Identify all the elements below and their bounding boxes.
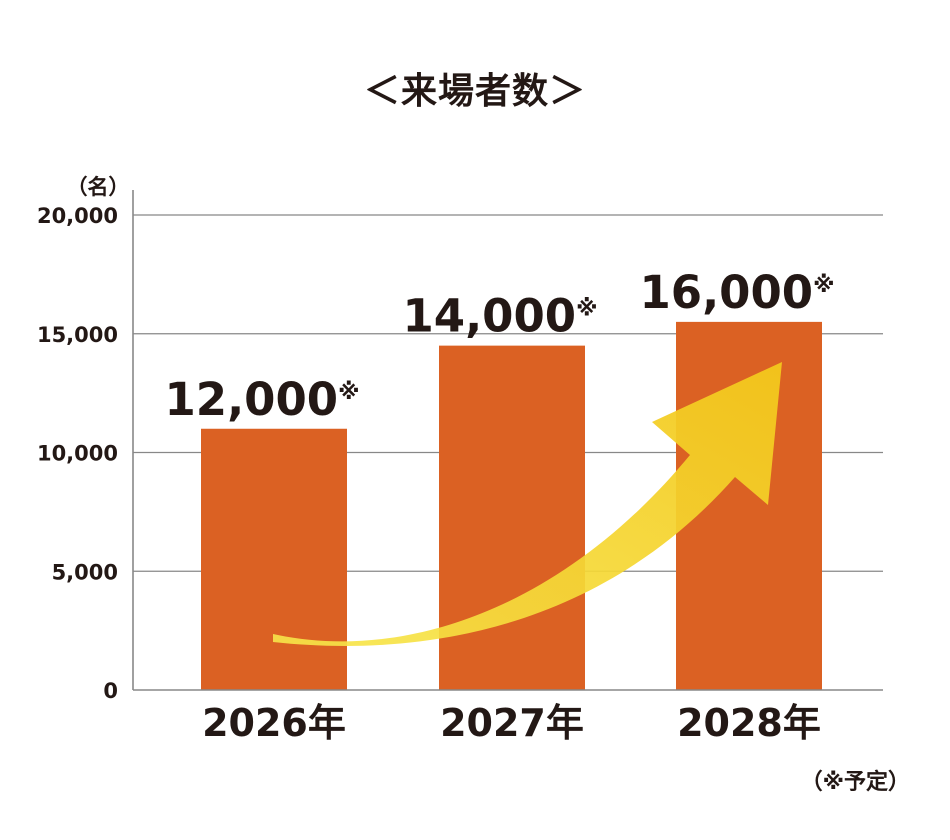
labels: 0 5,000 10,000 15,000 20,000 （名） 12,000※ 2026年 1… bbox=[37, 175, 835, 745]
chart-title: ＜来場者数＞ bbox=[363, 71, 586, 112]
y-tick-label: 15,000 bbox=[37, 323, 118, 347]
y-unit-label: （名） bbox=[67, 175, 130, 199]
bar bbox=[201, 428, 347, 690]
bar bbox=[439, 345, 585, 690]
data-label: 16,000※ bbox=[639, 266, 834, 319]
y-tick-label: 10,000 bbox=[37, 442, 118, 466]
axes bbox=[132, 190, 883, 691]
x-tick-label: 2026年 bbox=[202, 701, 346, 745]
y-tick-label: 20,000 bbox=[37, 204, 118, 228]
data-label-mark: ※ bbox=[813, 273, 834, 298]
trend-arrow-icon bbox=[273, 362, 782, 646]
data-label-mark: ※ bbox=[576, 297, 597, 322]
y-tick-label: 0 bbox=[103, 679, 118, 703]
x-tick-label: 2027年 bbox=[440, 701, 584, 745]
data-label: 12,000※ bbox=[164, 373, 359, 426]
y-tick-label: 5,000 bbox=[52, 560, 118, 584]
data-label: 14,000※ bbox=[402, 290, 597, 343]
x-tick-label: 2028年 bbox=[677, 701, 821, 745]
footnote: （※予定） bbox=[800, 770, 910, 795]
data-label-mark: ※ bbox=[338, 380, 359, 405]
